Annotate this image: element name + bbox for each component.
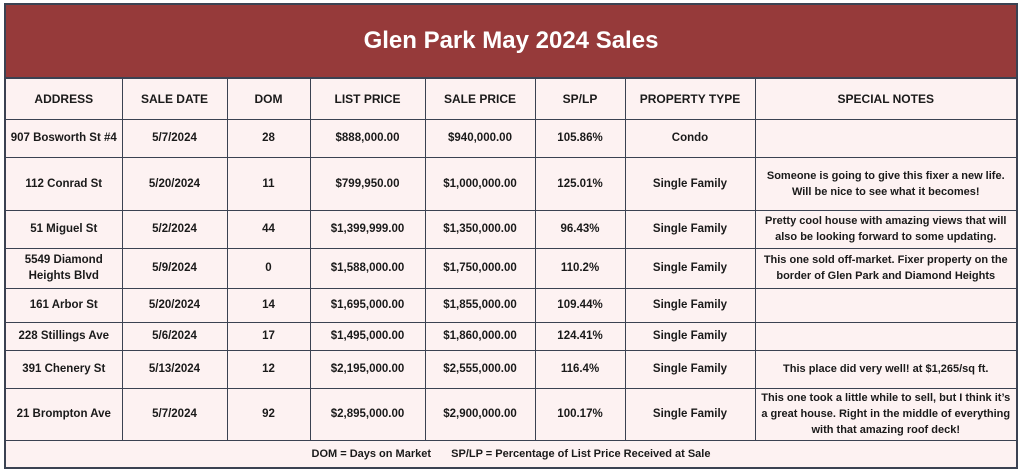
sp-lp-cell: 124.41%: [534, 321, 626, 351]
sp-lp-cell: 100.17%: [534, 387, 626, 441]
sale-price-cell: $940,000.00: [424, 118, 536, 158]
table-row: 21 Brompton Ave 5/7/2024 92 $2,895,000.0…: [6, 387, 1016, 441]
column-header-list-price: LIST PRICE: [309, 79, 426, 120]
property-type-cell: Single Family: [624, 321, 756, 351]
dom-cell: 17: [226, 321, 311, 351]
address-cell: 51 Miguel St: [6, 209, 123, 249]
dom-cell: 14: [226, 287, 311, 323]
list-price-cell: $1,495,000.00: [309, 321, 426, 351]
table-row: 112 Conrad St 5/20/2024 11 $799,950.00 $…: [6, 156, 1016, 211]
sale-price-cell: $2,555,000.00: [424, 349, 536, 389]
sale-date-cell: 5/7/2024: [121, 118, 228, 158]
property-type-cell: Single Family: [624, 387, 756, 441]
dom-legend: DOM = Days on Market: [311, 448, 432, 461]
column-header-sale-price: SALE PRICE: [424, 79, 536, 120]
sale-date-cell: 5/13/2024: [121, 349, 228, 389]
table-row: 228 Stillings Ave 5/6/2024 17 $1,495,000…: [6, 321, 1016, 351]
legend-row: DOM = Days on Market SP/LP = Percentage …: [6, 439, 1016, 468]
column-header-sale-date: SALE DATE: [121, 79, 228, 120]
property-type-cell: Single Family: [624, 209, 756, 249]
special-notes-cell: This place did very well! at $1,265/sq f…: [754, 349, 1016, 389]
dom-cell: 12: [226, 349, 311, 389]
list-price-cell: $1,695,000.00: [309, 287, 426, 323]
dom-cell: 44: [226, 209, 311, 249]
sale-price-cell: $1,000,000.00: [424, 156, 536, 211]
special-notes-cell: This one sold off-market. Fixer property…: [754, 247, 1016, 289]
address-cell: 391 Chenery St: [6, 349, 123, 389]
sales-table: ADDRESS SALE DATE DOM LIST PRICE SALE PR…: [6, 79, 1016, 468]
property-type-cell: Single Family: [624, 349, 756, 389]
sale-date-cell: 5/9/2024: [121, 247, 228, 289]
sp-lp-cell: 116.4%: [534, 349, 626, 389]
table-row: 51 Miguel St 5/2/2024 44 $1,399,999.00 $…: [6, 209, 1016, 249]
dom-cell: 0: [226, 247, 311, 289]
special-notes-cell: Someone is going to give this fixer a ne…: [754, 156, 1016, 211]
list-price-cell: $2,895,000.00: [309, 387, 426, 441]
address-cell: 228 Stillings Ave: [6, 321, 123, 351]
special-notes-cell: [754, 118, 1016, 158]
list-price-cell: $1,588,000.00: [309, 247, 426, 289]
property-type-cell: Single Family: [624, 156, 756, 211]
sale-price-cell: $2,900,000.00: [424, 387, 536, 441]
sale-date-cell: 5/6/2024: [121, 321, 228, 351]
special-notes-cell: Pretty cool house with amazing views tha…: [754, 209, 1016, 249]
address-cell: 5549 Diamond Heights Blvd: [6, 247, 123, 289]
sp-lp-cell: 96.43%: [534, 209, 626, 249]
property-type-cell: Single Family: [624, 287, 756, 323]
table-row: 5549 Diamond Heights Blvd 5/9/2024 0 $1,…: [6, 247, 1016, 289]
sale-price-cell: $1,855,000.00: [424, 287, 536, 323]
special-notes-cell: This one took a little while to sell, bu…: [754, 387, 1016, 441]
dom-cell: 28: [226, 118, 311, 158]
special-notes-cell: [754, 321, 1016, 351]
sp-lp-cell: 125.01%: [534, 156, 626, 211]
special-notes-cell: [754, 287, 1016, 323]
sale-price-cell: $1,350,000.00: [424, 209, 536, 249]
page-title: Glen Park May 2024 Sales: [6, 5, 1016, 79]
address-cell: 21 Brompton Ave: [6, 387, 123, 441]
sales-table-card: Glen Park May 2024 Sales ADDRESS SALE DA…: [4, 3, 1018, 469]
column-header-address: ADDRESS: [6, 79, 123, 120]
sp-lp-legend: SP/LP = Percentage of List Price Receive…: [451, 448, 711, 461]
address-cell: 161 Arbor St: [6, 287, 123, 323]
sp-lp-cell: 110.2%: [534, 247, 626, 289]
column-header-sp-lp: SP/LP: [534, 79, 626, 120]
sp-lp-cell: 109.44%: [534, 287, 626, 323]
column-header-special-notes: SPECIAL NOTES: [754, 79, 1016, 120]
property-type-cell: Condo: [624, 118, 756, 158]
table-row: 391 Chenery St 5/13/2024 12 $2,195,000.0…: [6, 349, 1016, 389]
dom-cell: 92: [226, 387, 311, 441]
address-cell: 112 Conrad St: [6, 156, 123, 211]
dom-cell: 11: [226, 156, 311, 211]
sale-date-cell: 5/20/2024: [121, 156, 228, 211]
sp-lp-cell: 105.86%: [534, 118, 626, 158]
column-header-dom: DOM: [226, 79, 311, 120]
list-price-cell: $1,399,999.00: [309, 209, 426, 249]
column-header-property-type: PROPERTY TYPE: [624, 79, 756, 120]
sale-date-cell: 5/20/2024: [121, 287, 228, 323]
sale-date-cell: 5/2/2024: [121, 209, 228, 249]
list-price-cell: $799,950.00: [309, 156, 426, 211]
list-price-cell: $2,195,000.00: [309, 349, 426, 389]
address-cell: 907 Bosworth St #4: [6, 118, 123, 158]
table-row: 161 Arbor St 5/20/2024 14 $1,695,000.00 …: [6, 287, 1016, 323]
table-row: 907 Bosworth St #4 5/7/2024 28 $888,000.…: [6, 118, 1016, 158]
property-type-cell: Single Family: [624, 247, 756, 289]
sale-price-cell: $1,750,000.00: [424, 247, 536, 289]
sale-date-cell: 5/7/2024: [121, 387, 228, 441]
list-price-cell: $888,000.00: [309, 118, 426, 158]
header-row: ADDRESS SALE DATE DOM LIST PRICE SALE PR…: [6, 79, 1016, 120]
legend-cell: DOM = Days on Market SP/LP = Percentage …: [6, 439, 1016, 468]
sale-price-cell: $1,860,000.00: [424, 321, 536, 351]
